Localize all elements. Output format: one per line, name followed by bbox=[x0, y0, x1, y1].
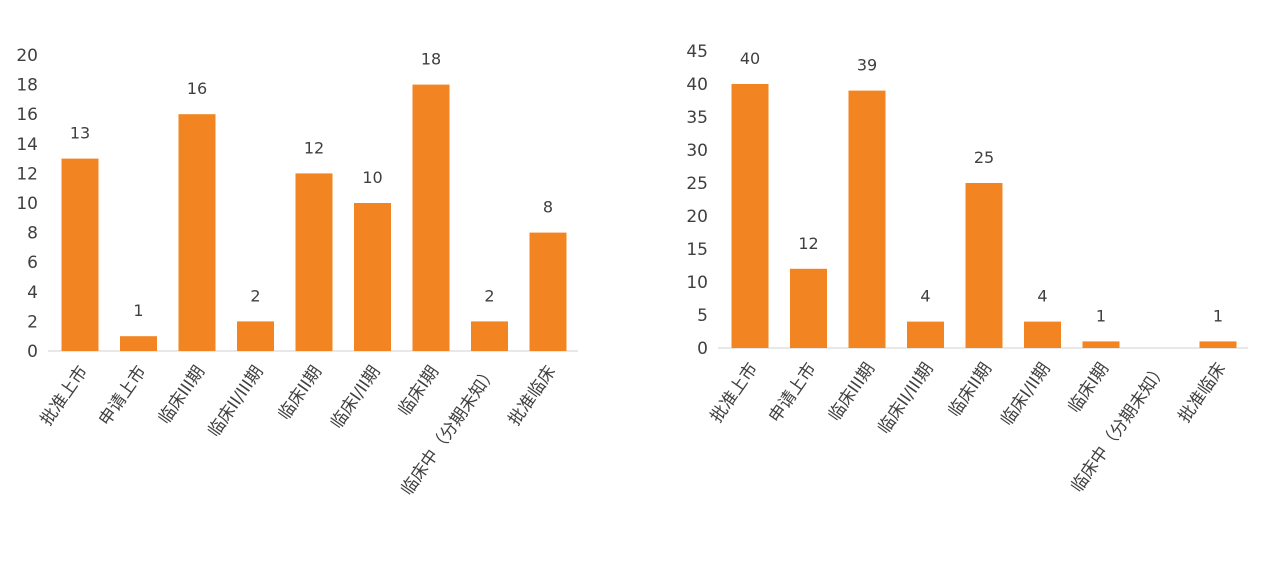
chart1-category-label: 批准临床 bbox=[505, 362, 560, 429]
chart2-y-tick-label: 5 bbox=[697, 306, 708, 326]
chart1-category-label: 申请上市 bbox=[95, 362, 150, 429]
chart2-data-label: 25 bbox=[974, 148, 994, 167]
chart2-category-label: 批准上市 bbox=[707, 359, 762, 426]
chart1-bar bbox=[61, 158, 99, 351]
chart2-category-label: 临床I期 bbox=[1065, 359, 1114, 416]
chart2-bar bbox=[790, 268, 827, 348]
chart2-bar bbox=[907, 321, 944, 348]
chart1-bar bbox=[120, 336, 157, 351]
chart1-data-label: 8 bbox=[543, 198, 553, 217]
chart2-bar bbox=[731, 84, 769, 348]
chart1-data-label: 12 bbox=[304, 138, 324, 157]
chart1-category-label: 临床I期 bbox=[395, 362, 444, 419]
chart2-data-label: 4 bbox=[920, 287, 930, 306]
chart2-y-tick-label: 30 bbox=[686, 141, 708, 161]
chart2-bar bbox=[1199, 341, 1237, 348]
chart1-category-label: 批准上市 bbox=[37, 362, 92, 429]
chart1-y-tick-label: 20 bbox=[16, 46, 38, 66]
chart2-bar bbox=[1082, 341, 1120, 348]
chart2-data-label: 40 bbox=[740, 49, 760, 68]
chart1-bar bbox=[295, 173, 333, 351]
chart2-category-label: 申请上市 bbox=[765, 359, 820, 426]
chart1-y-tick-label: 8 bbox=[27, 224, 38, 244]
chart1-data-label: 1 bbox=[133, 301, 143, 320]
chart2-y-tick-label: 45 bbox=[686, 42, 708, 62]
chart1-y-tick-label: 12 bbox=[16, 164, 38, 184]
chart2-y-tick-label: 25 bbox=[686, 174, 708, 194]
chart2-y-tick-label: 35 bbox=[686, 108, 708, 128]
chart2-y-tick-label: 15 bbox=[686, 240, 708, 260]
chart1-y-tick-label: 4 bbox=[27, 283, 38, 303]
chart2-category-label: 临床I/II期 bbox=[997, 359, 1055, 429]
chart1-y-tick-label: 18 bbox=[16, 76, 38, 96]
chart2-category-label: 临床II期 bbox=[945, 359, 996, 420]
chart1-y-tick-label: 0 bbox=[27, 342, 38, 362]
chart1-bar bbox=[471, 321, 508, 351]
chart1-bar bbox=[178, 114, 216, 351]
chart1-y-tick-label: 16 bbox=[16, 105, 38, 125]
chart2-data-label: 1 bbox=[1096, 306, 1106, 325]
chart2-bar bbox=[965, 183, 1003, 348]
chart2-data-label: 4 bbox=[1037, 287, 1047, 306]
chart2-data-label: 39 bbox=[857, 56, 877, 75]
chart2-category-label: 临床III期 bbox=[825, 359, 879, 425]
chart2-y-tick-label: 20 bbox=[686, 207, 708, 227]
chart2-y-tick-label: 10 bbox=[686, 273, 708, 293]
chart2-y-tick-label: 40 bbox=[686, 75, 708, 95]
chart1-bar bbox=[529, 232, 567, 351]
chart1-y-tick-label: 14 bbox=[16, 135, 38, 155]
chart1-bar bbox=[412, 84, 450, 351]
chart1-data-label: 2 bbox=[484, 286, 494, 305]
chart1-category-label: 临床I/II期 bbox=[327, 362, 385, 432]
chart1-category-label: 临床II/III期 bbox=[204, 362, 267, 440]
chart1-category-label: 临床III期 bbox=[155, 362, 209, 428]
chart2-y-tick-label: 0 bbox=[697, 339, 708, 359]
chart1-data-label: 10 bbox=[362, 168, 382, 187]
chart1-data-label: 13 bbox=[70, 124, 90, 143]
chart1-y-tick-label: 10 bbox=[16, 194, 38, 214]
chart1-data-label: 18 bbox=[421, 50, 441, 69]
chart1-data-label: 2 bbox=[250, 286, 260, 305]
chart2-data-label: 12 bbox=[798, 234, 818, 253]
chart2-bar bbox=[1024, 321, 1061, 348]
chart2-bar bbox=[848, 90, 886, 348]
chart1-y-tick-label: 2 bbox=[27, 312, 38, 332]
chart1-bar bbox=[237, 321, 274, 351]
chart2-category-label: 临床II/III期 bbox=[874, 359, 937, 437]
chart1-y-tick-label: 6 bbox=[27, 253, 38, 273]
chart1-bar bbox=[354, 203, 391, 351]
chart2-category-label: 批准临床 bbox=[1175, 359, 1230, 426]
chart1-data-label: 16 bbox=[187, 79, 207, 98]
chart1-category-label: 临床II期 bbox=[275, 362, 326, 423]
chart2-data-label: 1 bbox=[1213, 306, 1223, 325]
